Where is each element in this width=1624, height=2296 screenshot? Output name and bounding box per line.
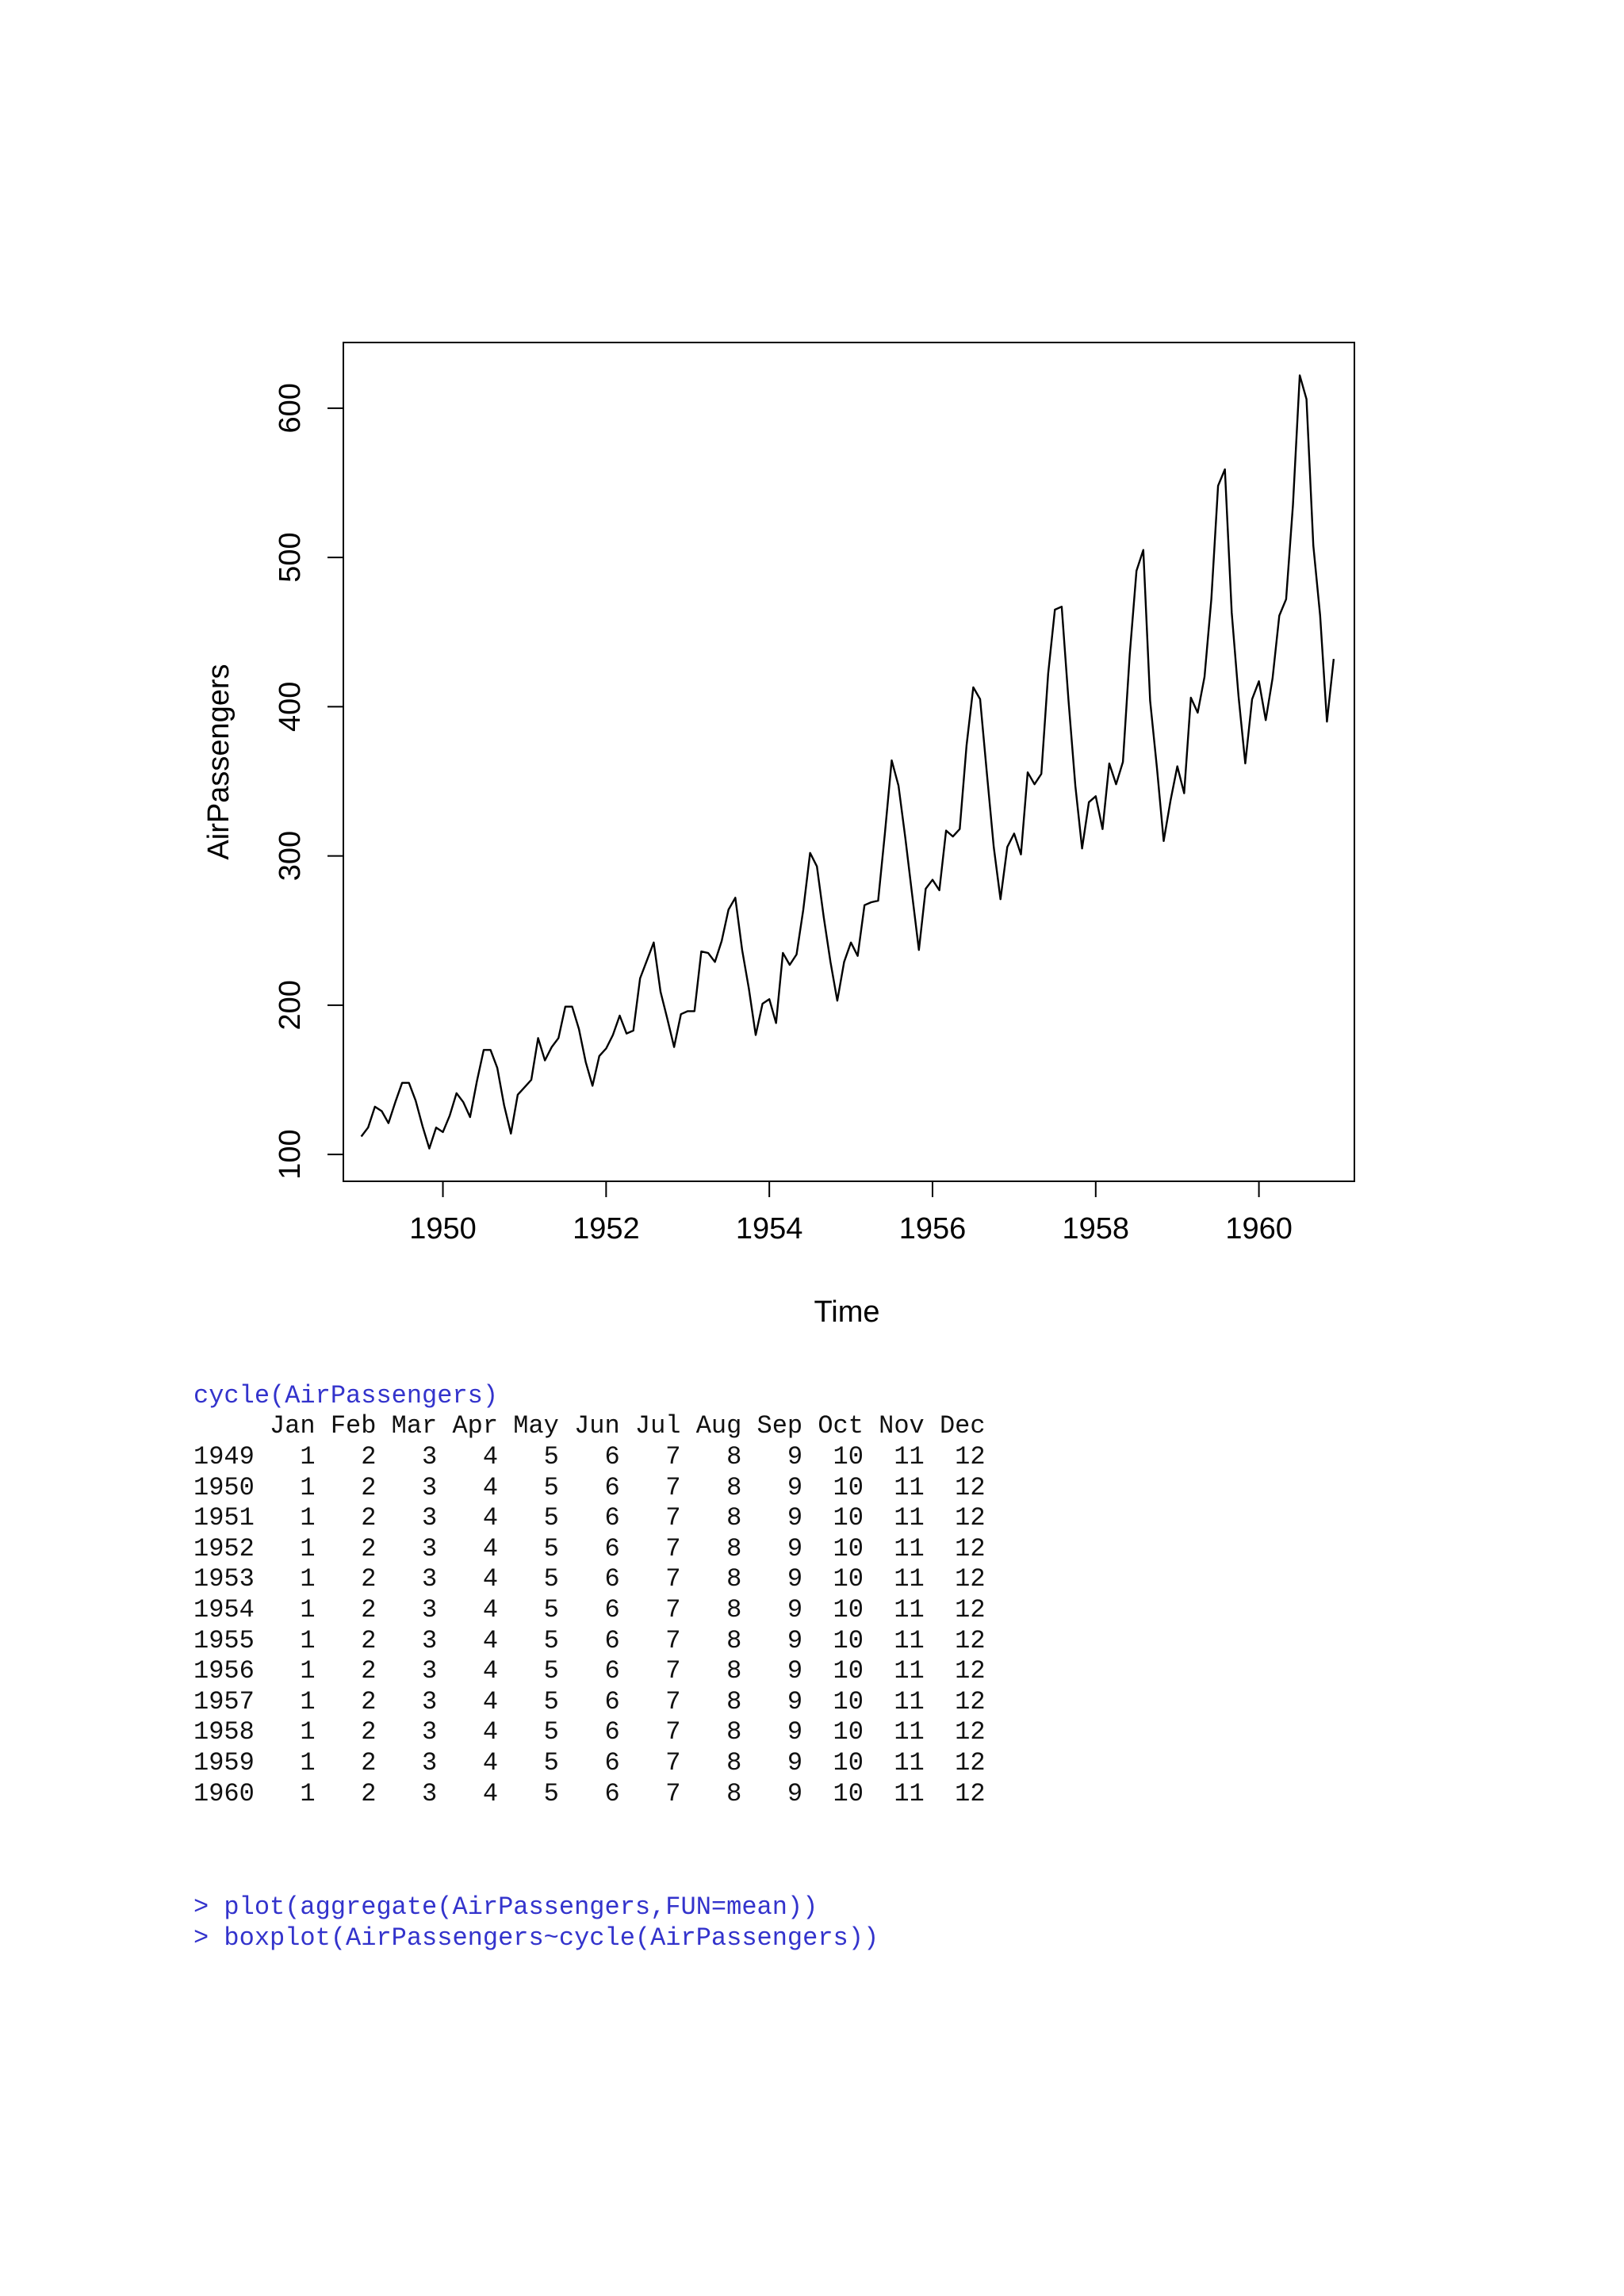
cycle-table-header: Jan Feb Mar Apr May Jun Jul Aug Sep Oct … <box>193 1411 986 1441</box>
table-row: 1949 1 2 3 4 5 6 7 8 9 10 11 12 <box>193 1442 986 1471</box>
table-row: 1953 1 2 3 4 5 6 7 8 9 10 11 12 <box>193 1564 986 1594</box>
x-axis-label: Time <box>814 1295 879 1329</box>
y-tick-label: 200 <box>274 980 307 1030</box>
table-row: 1957 1 2 3 4 5 6 7 8 9 10 11 12 <box>193 1686 986 1716</box>
x-tick-label: 1960 <box>1225 1212 1293 1246</box>
table-row: 1958 1 2 3 4 5 6 7 8 9 10 11 12 <box>193 1717 986 1747</box>
table-row: 1951 1 2 3 4 5 6 7 8 9 10 11 12 <box>193 1503 986 1533</box>
table-row: 1954 1 2 3 4 5 6 7 8 9 10 11 12 <box>193 1595 986 1624</box>
table-row: 1952 1 2 3 4 5 6 7 8 9 10 11 12 <box>193 1533 986 1563</box>
y-axis-label: AirPassengers <box>202 664 236 859</box>
table-row: 1956 1 2 3 4 5 6 7 8 9 10 11 12 <box>193 1656 986 1686</box>
time-series-plot: 1950 1952 1954 1956 1958 1960 100 200 300 400 500… <box>202 342 1355 1329</box>
x-tick-label: 1950 <box>409 1212 477 1246</box>
console-command: > plot(aggregate(AirPassengers,FUN=mean)… <box>193 1892 818 1922</box>
y-tick-label: 100 <box>274 1129 307 1179</box>
x-tick-label: 1958 <box>1063 1212 1130 1246</box>
x-tick-label: 1954 <box>736 1212 803 1246</box>
table-row: 1950 1 2 3 4 5 6 7 8 9 10 11 12 <box>193 1472 986 1502</box>
plot-frame <box>343 342 1355 1182</box>
y-tick-label: 300 <box>274 831 307 881</box>
y-tick-label: 600 <box>274 383 307 433</box>
x-tick-label: 1952 <box>573 1212 640 1246</box>
console-command: > boxplot(AirPassengers~cycle(AirPasseng… <box>193 1923 879 1953</box>
cycle-command: cycle(AirPassengers) <box>193 1381 499 1410</box>
x-axis: 1950 1952 1954 1956 1958 1960 <box>409 1181 1293 1246</box>
y-axis: 100 200 300 400 500 600 <box>274 383 344 1180</box>
air-passengers-line <box>360 374 1335 1150</box>
y-tick-label: 500 <box>274 532 307 582</box>
y-tick-label: 400 <box>274 682 307 732</box>
table-row: 1960 1 2 3 4 5 6 7 8 9 10 11 12 <box>193 1778 986 1808</box>
table-row: 1955 1 2 3 4 5 6 7 8 9 10 11 12 <box>193 1625 986 1655</box>
x-tick-label: 1956 <box>899 1212 967 1246</box>
table-row: 1959 1 2 3 4 5 6 7 8 9 10 11 12 <box>193 1748 986 1777</box>
